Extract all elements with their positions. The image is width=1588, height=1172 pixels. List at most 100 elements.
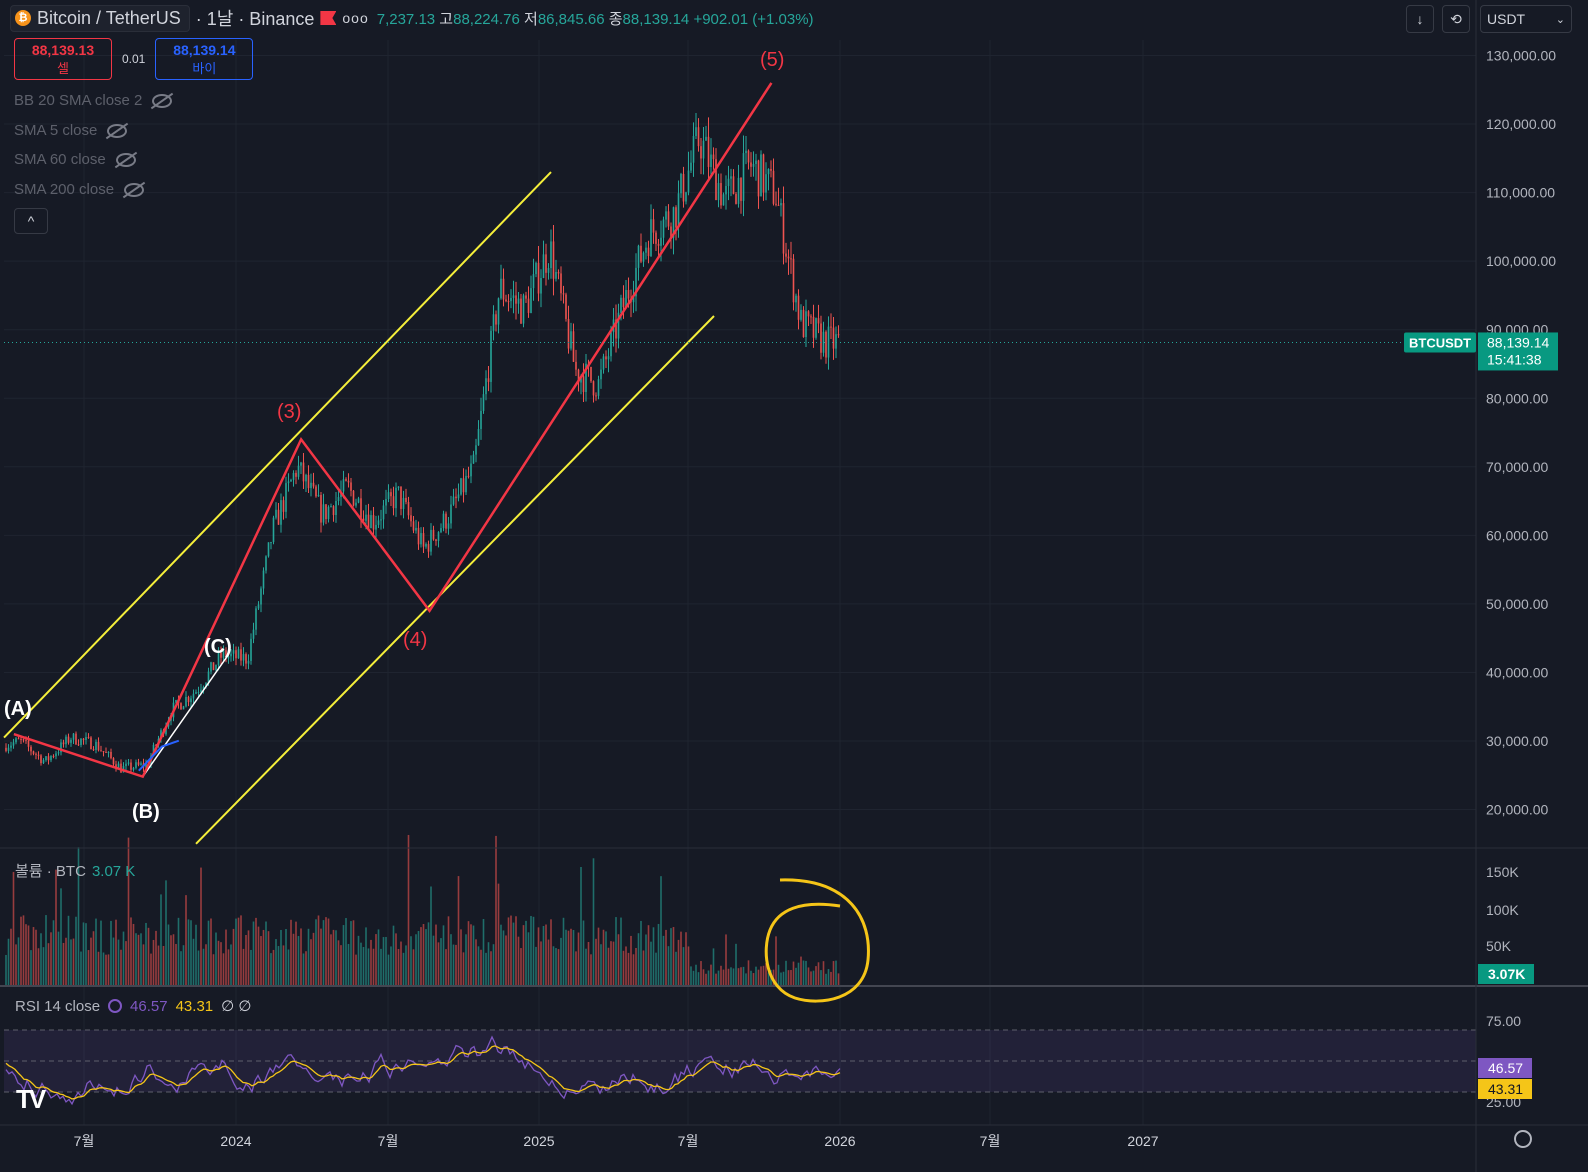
candle-body	[310, 482, 312, 489]
volume-bar	[177, 917, 180, 985]
volume-bar	[142, 944, 145, 985]
eye-off-icon[interactable]	[107, 123, 128, 138]
volume-tick-label: 50K	[1486, 938, 1512, 954]
candle-body	[282, 500, 285, 512]
swap-icon[interactable]: ⟲	[1442, 5, 1470, 33]
volume-bar	[557, 949, 560, 985]
candle-body	[500, 278, 502, 299]
candle-body	[192, 693, 195, 699]
candle-body	[752, 163, 755, 167]
candle-body	[395, 487, 397, 509]
candle-body	[747, 150, 750, 163]
volume-bar	[785, 960, 787, 985]
indicator-sma5[interactable]: SMA 5 close	[14, 122, 128, 139]
currency-select[interactable]: USDT ⌄	[1480, 5, 1572, 33]
candle-body	[620, 297, 622, 313]
low-key: 저	[524, 10, 538, 28]
collapse-indicators-button[interactable]: ^	[14, 208, 48, 234]
volume-bar	[17, 937, 20, 985]
time-tick-label: 2027	[1127, 1133, 1158, 1149]
volume-bar	[682, 947, 685, 985]
volume-label: 볼륨 · BTC	[15, 863, 86, 880]
volume-bar	[432, 935, 435, 985]
volume-bar	[627, 952, 630, 985]
volume-bar	[520, 948, 522, 985]
volume-bar	[275, 939, 277, 985]
volume-bar	[765, 963, 767, 985]
candle-body	[667, 211, 670, 227]
volume-bar	[587, 942, 590, 985]
candle-body	[657, 243, 660, 246]
volume-bar	[75, 916, 77, 985]
candle-body	[315, 486, 317, 497]
volume-bar	[700, 961, 702, 985]
candle-body	[222, 650, 225, 658]
time-tick-label: 7월	[378, 1133, 399, 1149]
candle-body	[452, 496, 455, 505]
volume-bar	[340, 945, 342, 985]
volume-bar	[795, 967, 797, 985]
volume-bar	[832, 961, 835, 985]
candle-body	[115, 764, 117, 769]
buy-price: 88,139.14	[173, 41, 236, 58]
volume-bar	[362, 947, 365, 985]
volume-bar	[660, 876, 662, 985]
volume-bar	[207, 920, 210, 985]
eye-off-icon[interactable]	[124, 182, 145, 197]
candle-body	[730, 176, 732, 179]
volume-bar	[672, 927, 675, 985]
candle-body	[200, 689, 202, 692]
candle-body	[117, 763, 120, 769]
candle-body	[330, 506, 332, 508]
indicator-sma200[interactable]: SMA 200 close	[14, 181, 145, 198]
indicator-bb[interactable]: BB 20 SMA close 2	[14, 92, 173, 109]
volume-bar	[655, 952, 657, 985]
candle-body	[15, 738, 17, 743]
volume-bar	[285, 928, 287, 985]
more-icon[interactable]: ooo	[342, 10, 369, 26]
candle-body	[190, 698, 192, 703]
volume-bar	[62, 942, 65, 985]
volume-bar	[575, 951, 577, 985]
volume-bar	[70, 939, 72, 985]
candle-body	[785, 253, 787, 257]
volume-bar	[522, 925, 525, 985]
sell-button[interactable]: 88,139.13 셀	[14, 38, 112, 80]
gear-icon[interactable]	[1514, 1130, 1532, 1148]
eye-off-icon[interactable]	[152, 93, 173, 108]
candle-body	[702, 140, 705, 159]
volume-bar	[195, 924, 197, 985]
volume-bar	[607, 947, 610, 985]
volume-bar	[707, 970, 710, 985]
candle-body	[647, 247, 650, 257]
eye-off-icon[interactable]	[115, 152, 136, 167]
candle-body	[335, 500, 337, 516]
volume-bar	[110, 920, 112, 985]
volume-bar	[650, 941, 652, 985]
volume-bar	[297, 936, 300, 985]
candle-body	[25, 739, 27, 741]
volume-bar	[135, 933, 137, 985]
volume-bar	[230, 944, 232, 985]
candle-body	[695, 127, 697, 137]
arrow-down-icon[interactable]: ↓	[1406, 5, 1434, 33]
symbol-button[interactable]: ₿ Bitcoin / TetherUS	[10, 4, 190, 32]
candle-body	[5, 747, 7, 751]
candle-body	[107, 751, 110, 753]
candle-body	[445, 513, 447, 529]
candle-body	[552, 241, 555, 279]
buy-button[interactable]: 88,139.14 바이	[155, 38, 254, 80]
volume-bar	[602, 929, 605, 985]
price-tick-label: 80,000.00	[1486, 390, 1548, 406]
volume-bar	[52, 920, 55, 985]
flag-icon[interactable]	[320, 11, 337, 25]
candle-body	[47, 756, 50, 761]
candle-body	[805, 311, 807, 338]
candle-body	[675, 207, 677, 228]
candle-body	[555, 272, 557, 279]
indicator-sma60[interactable]: SMA 60 close	[14, 151, 136, 168]
volume-bar	[210, 918, 212, 985]
symbol-name: Bitcoin / TetherUS	[37, 7, 181, 28]
rsi-source-icon[interactable]	[108, 999, 123, 1013]
